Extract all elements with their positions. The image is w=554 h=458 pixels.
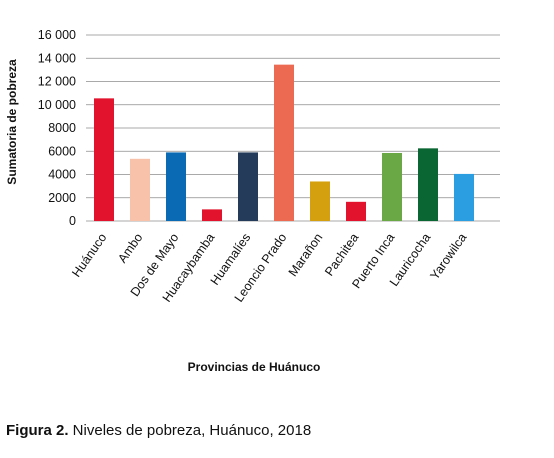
bar xyxy=(274,64,294,221)
bar xyxy=(166,152,186,221)
x-axis-title: Provincias de Huánuco xyxy=(188,360,321,374)
y-tick-label: 4000 xyxy=(48,168,76,182)
bar xyxy=(202,209,222,221)
y-tick-label: 16 000 xyxy=(38,28,76,42)
x-tick-label: Huánuco xyxy=(69,231,109,280)
x-tick-label: Ambo xyxy=(115,231,145,266)
y-tick-label: 10 000 xyxy=(38,98,76,112)
y-tick-label: 6000 xyxy=(48,144,76,158)
y-tick-label: 8000 xyxy=(48,121,76,135)
y-tick-labels: 0 2000 4000 6000 8000 10 000 12 000 14 000 16 00… xyxy=(38,28,76,228)
bar xyxy=(346,201,366,221)
x-tick-label: Marañon xyxy=(286,231,326,279)
y-axis-title: Sumatoria de pobreza xyxy=(5,59,19,185)
y-tick-label: 0 xyxy=(69,214,76,228)
bar xyxy=(418,148,438,221)
bar xyxy=(130,158,150,221)
bar xyxy=(238,152,258,221)
x-tick-label: Yarowilca xyxy=(427,231,469,283)
y-tick-label: 12 000 xyxy=(38,75,76,89)
figure-caption: Figura 2. Niveles de pobreza, Huánuco, 2… xyxy=(6,422,311,439)
bars xyxy=(94,64,474,221)
x-tick-label: Pachitea xyxy=(322,231,361,279)
figure-caption-label: Figura 2. xyxy=(6,422,69,439)
y-tick-label: 14 000 xyxy=(38,51,76,65)
bar xyxy=(382,152,402,221)
bar xyxy=(454,173,474,221)
bar xyxy=(94,98,114,221)
bar-chart: 0 2000 4000 6000 8000 10 000 12 000 14 000 16 00… xyxy=(5,28,500,374)
figure-caption-text: Niveles de pobreza, Huánuco, 2018 xyxy=(68,422,312,439)
y-tick-label: 2000 xyxy=(48,191,76,205)
bar xyxy=(310,181,330,221)
